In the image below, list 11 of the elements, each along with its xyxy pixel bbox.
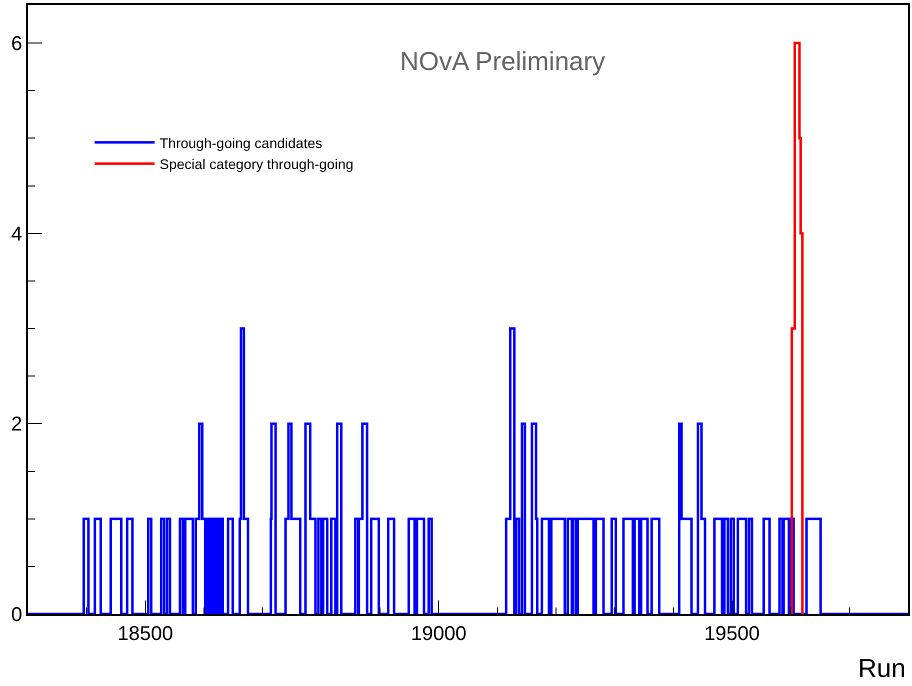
y-tick-label: 4 (11, 223, 22, 246)
x-tick-label: 18500 (118, 622, 174, 645)
annotation: NOvA Preliminary (400, 46, 606, 76)
legend-label: Special category through-going (160, 156, 354, 172)
y-tick-label: 6 (11, 33, 22, 56)
x-tick-label: 19000 (410, 622, 466, 645)
x-tick-label: 19500 (704, 622, 760, 645)
x-axis-title: Run (858, 653, 906, 683)
y-tick-label: 2 (11, 414, 22, 436)
legend-label: Through-going candidates (160, 134, 322, 151)
y-tick-label: 0 (11, 604, 22, 626)
